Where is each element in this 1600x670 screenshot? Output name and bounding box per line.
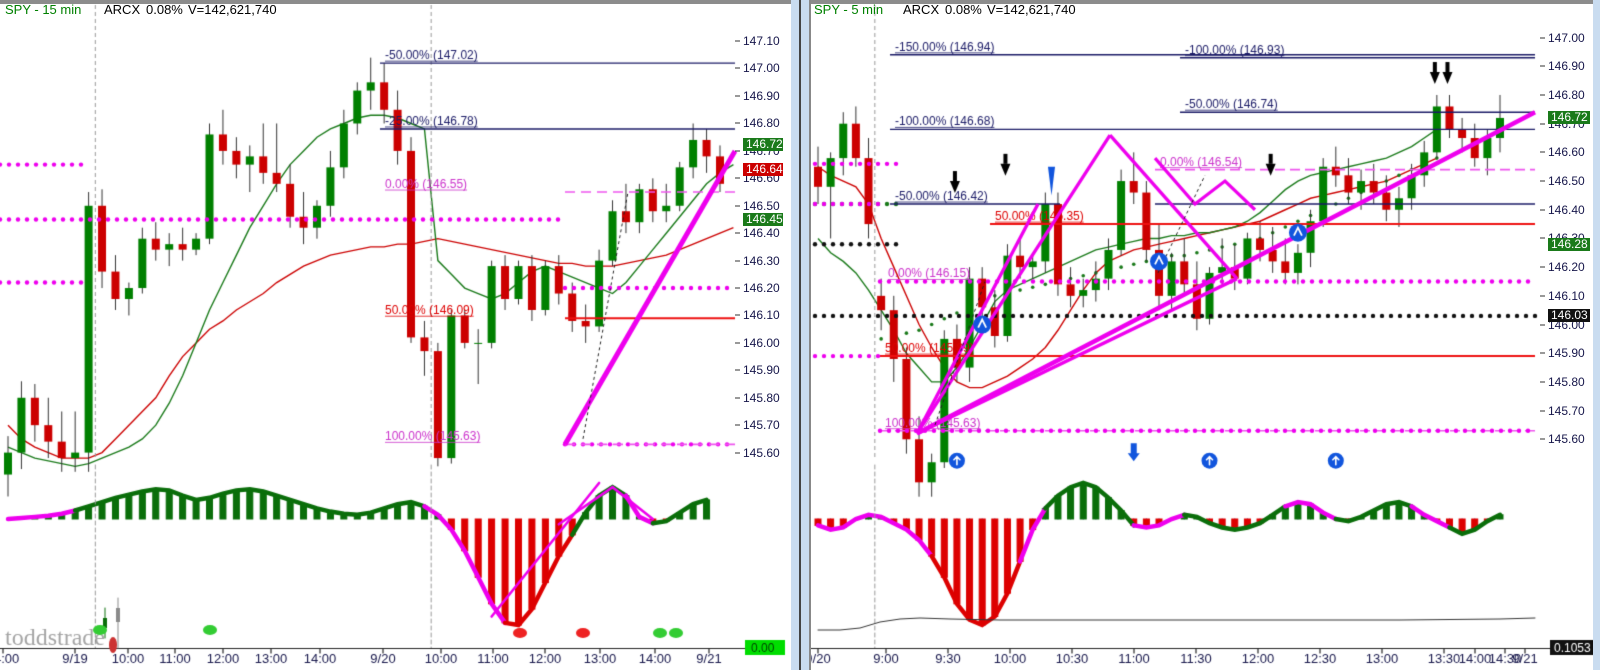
svg-text:146.20: 146.20 xyxy=(743,281,780,295)
svg-text:145.80: 145.80 xyxy=(743,391,780,405)
svg-text:147.10: 147.10 xyxy=(743,34,780,48)
svg-text:V=142,621,740: V=142,621,740 xyxy=(188,2,277,17)
svg-text:146.28: 146.28 xyxy=(1551,237,1588,251)
svg-text:145.60: 145.60 xyxy=(743,446,780,460)
svg-text:146.64: 146.64 xyxy=(746,162,783,176)
svg-text:145.80: 145.80 xyxy=(1548,375,1585,389)
svg-text:146.72: 146.72 xyxy=(746,137,783,151)
svg-text:147.00: 147.00 xyxy=(743,61,780,75)
svg-text:V=142,621,740: V=142,621,740 xyxy=(987,2,1076,17)
svg-text:146.20: 146.20 xyxy=(1548,260,1585,274)
svg-text:0.08%: 0.08% xyxy=(945,2,982,17)
svg-text:SPY - 5 min: SPY - 5 min xyxy=(814,2,883,17)
svg-text:145.70: 145.70 xyxy=(1548,404,1585,418)
svg-text:146.50: 146.50 xyxy=(743,199,780,213)
svg-text:146.90: 146.90 xyxy=(743,89,780,103)
svg-text:146.80: 146.80 xyxy=(743,116,780,130)
svg-text:146.40: 146.40 xyxy=(743,226,780,240)
svg-text:145.90: 145.90 xyxy=(1548,346,1585,360)
svg-text:146.10: 146.10 xyxy=(743,308,780,322)
svg-text:SPY - 15 min: SPY - 15 min xyxy=(5,2,81,17)
svg-text:145.60: 145.60 xyxy=(1548,432,1585,446)
svg-text:146.50: 146.50 xyxy=(1548,174,1585,188)
svg-text:146.30: 146.30 xyxy=(743,254,780,268)
svg-text:146.40: 146.40 xyxy=(1548,203,1585,217)
svg-text:ARCX: ARCX xyxy=(903,2,939,17)
svg-text:146.72: 146.72 xyxy=(1551,110,1588,124)
svg-text:146.90: 146.90 xyxy=(1548,59,1585,73)
svg-text:145.90: 145.90 xyxy=(743,363,780,377)
svg-text:146.03: 146.03 xyxy=(1551,308,1588,322)
svg-text:0.08%: 0.08% xyxy=(146,2,183,17)
svg-text:146.80: 146.80 xyxy=(1548,88,1585,102)
svg-text:147.00: 147.00 xyxy=(1548,31,1585,45)
svg-text:146.45: 146.45 xyxy=(746,212,783,226)
svg-text:146.60: 146.60 xyxy=(1548,145,1585,159)
svg-text:146.10: 146.10 xyxy=(1548,289,1585,303)
svg-text:ARCX: ARCX xyxy=(104,2,140,17)
svg-text:146.00: 146.00 xyxy=(743,336,780,350)
svg-text:145.70: 145.70 xyxy=(743,418,780,432)
